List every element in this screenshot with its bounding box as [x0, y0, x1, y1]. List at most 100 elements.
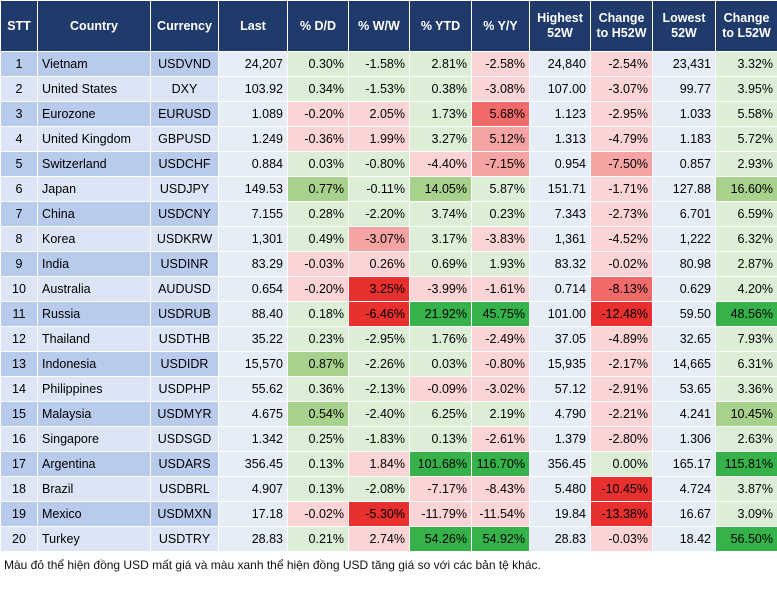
- footnote: Màu đỏ thể hiện đồng USD mất giá và màu …: [4, 558, 541, 572]
- table-cell: 14: [1, 377, 37, 401]
- table-cell: 151.71: [530, 177, 590, 201]
- table-cell: -2.61%: [472, 427, 529, 451]
- header-cell: % YTD: [410, 1, 471, 51]
- table-cell: 115.81%: [716, 452, 777, 476]
- table-cell: 83.32: [530, 252, 590, 276]
- table-cell: -11.79%: [410, 502, 471, 526]
- table-cell: 0.13%: [288, 452, 348, 476]
- table-cell: 0.25%: [288, 427, 348, 451]
- table-row: 19 Mexico USDMXN 17.18 -0.02% -5.30% -11.79% -1…: [1, 502, 777, 526]
- table-cell: -2.21%: [591, 402, 652, 426]
- table-cell: 1.76%: [410, 327, 471, 351]
- table-cell: -3.08%: [472, 77, 529, 101]
- table-cell: China: [38, 202, 150, 226]
- table-cell: 0.03%: [410, 352, 471, 376]
- table-cell: Argentina: [38, 452, 150, 476]
- table-cell: 4.675: [219, 402, 287, 426]
- table-cell: USDBRL: [151, 477, 218, 501]
- table-cell: 3.25%: [349, 277, 409, 301]
- table-cell: USDTRY: [151, 527, 218, 551]
- table-body: 1 Vietnam USDVND 24,207 0.30% -1.58% 2.81% -2.5…: [1, 52, 777, 551]
- table-cell: 0.23%: [472, 202, 529, 226]
- table-cell: -11.54%: [472, 502, 529, 526]
- table-cell: USDIDR: [151, 352, 218, 376]
- table-cell: 2.81%: [410, 52, 471, 76]
- table-cell: 0.49%: [288, 227, 348, 251]
- table-cell: 10.45%: [716, 402, 777, 426]
- table-cell: 19.84: [530, 502, 590, 526]
- header-cell: Change to H52W: [591, 1, 652, 51]
- table-cell: Indonesia: [38, 352, 150, 376]
- table-cell: 2.63%: [716, 427, 777, 451]
- table-cell: 149.53: [219, 177, 287, 201]
- table-cell: 4.241: [653, 402, 715, 426]
- table-cell: -7.15%: [472, 152, 529, 176]
- table-cell: 101.00: [530, 302, 590, 326]
- table-cell: 1.306: [653, 427, 715, 451]
- table-cell: 48.56%: [716, 302, 777, 326]
- table-cell: -1.58%: [349, 52, 409, 76]
- table-row: 20 Turkey USDTRY 28.83 0.21% 2.74% 54.26% 54.92…: [1, 527, 777, 551]
- table-cell: -4.52%: [591, 227, 652, 251]
- table-cell: 5.72%: [716, 127, 777, 151]
- table-cell: 1.123: [530, 102, 590, 126]
- table-cell: 83.29: [219, 252, 287, 276]
- header-cell: Change to L52W: [716, 1, 777, 51]
- table-cell: 1.183: [653, 127, 715, 151]
- table-cell: 54.26%: [410, 527, 471, 551]
- table-cell: 5.68%: [472, 102, 529, 126]
- table-cell: 5: [1, 152, 37, 176]
- table-cell: 14,665: [653, 352, 715, 376]
- table-cell: 0.21%: [288, 527, 348, 551]
- table-cell: -0.20%: [288, 102, 348, 126]
- table-cell: 1.99%: [349, 127, 409, 151]
- table-cell: 0.28%: [288, 202, 348, 226]
- table-cell: -2.91%: [591, 377, 652, 401]
- table-cell: -7.50%: [591, 152, 652, 176]
- table-cell: 20: [1, 527, 37, 551]
- table-row: 17 Argentina USDARS 356.45 0.13% 1.84% 101.68%…: [1, 452, 777, 476]
- table-row: 14 Philippines USDPHP 55.62 0.36% -2.13% -0.09…: [1, 377, 777, 401]
- table-cell: 0.34%: [288, 77, 348, 101]
- table-cell: 4.790: [530, 402, 590, 426]
- table-cell: 32.65: [653, 327, 715, 351]
- table-cell: 0.954: [530, 152, 590, 176]
- table-cell: 8: [1, 227, 37, 251]
- table-cell: -2.95%: [591, 102, 652, 126]
- table-cell: 0.714: [530, 277, 590, 301]
- table-cell: 0.54%: [288, 402, 348, 426]
- table-cell: 16.60%: [716, 177, 777, 201]
- table-cell: 15,935: [530, 352, 590, 376]
- table-cell: 21.92%: [410, 302, 471, 326]
- table-cell: -4.89%: [591, 327, 652, 351]
- table-cell: 9: [1, 252, 37, 276]
- table-cell: USDARS: [151, 452, 218, 476]
- table-cell: -0.09%: [410, 377, 471, 401]
- table-cell: 3.09%: [716, 502, 777, 526]
- table-cell: -1.61%: [472, 277, 529, 301]
- table-cell: 3.27%: [410, 127, 471, 151]
- table-cell: 88.40: [219, 302, 287, 326]
- table-cell: USDJPY: [151, 177, 218, 201]
- table-cell: 6.32%: [716, 227, 777, 251]
- table-cell: USDMYR: [151, 402, 218, 426]
- table-cell: -4.40%: [410, 152, 471, 176]
- table-cell: United Kingdom: [38, 127, 150, 151]
- table-cell: 3.32%: [716, 52, 777, 76]
- table-cell: -3.07%: [591, 77, 652, 101]
- table-cell: 23,431: [653, 52, 715, 76]
- table-cell: 1.089: [219, 102, 287, 126]
- table-cell: 12: [1, 327, 37, 351]
- table-cell: -2.40%: [349, 402, 409, 426]
- table-cell: 356.45: [530, 452, 590, 476]
- table-cell: Singapore: [38, 427, 150, 451]
- table-cell: 0.87%: [288, 352, 348, 376]
- table-cell: 28.83: [530, 527, 590, 551]
- table-cell: Korea: [38, 227, 150, 251]
- table-cell: 18: [1, 477, 37, 501]
- table-cell: -3.99%: [410, 277, 471, 301]
- table-cell: 0.03%: [288, 152, 348, 176]
- table-cell: 2.87%: [716, 252, 777, 276]
- table-cell: -7.17%: [410, 477, 471, 501]
- table-cell: 14.05%: [410, 177, 471, 201]
